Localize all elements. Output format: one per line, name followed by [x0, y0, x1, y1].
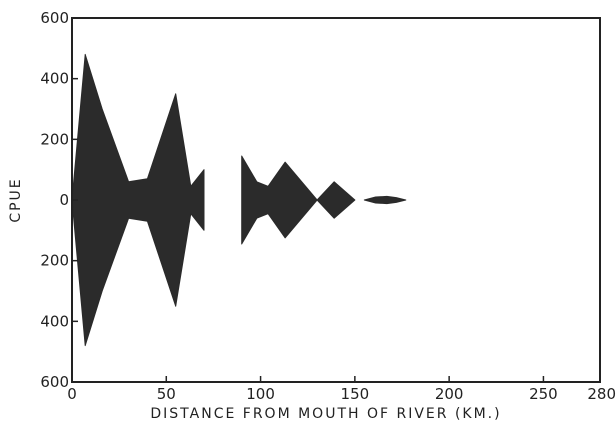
x-axis-title: DISTANCE FROM MOUTH OF RIVER (KM.) [150, 406, 501, 422]
y-tick-label: 600 [40, 373, 69, 391]
y-axis: 600 400 200 0 200 400 600 [40, 9, 78, 391]
x-tick-label: 150 [341, 385, 370, 403]
x-tick-label: 0 [67, 385, 77, 403]
cpue-shape-2 [241, 155, 356, 245]
y-tick-label: 200 [40, 130, 69, 148]
y-tick-label: 200 [40, 252, 69, 270]
x-tick-label: 50 [157, 385, 176, 403]
y-tick-label: 400 [40, 70, 69, 88]
x-tick-label: 100 [246, 385, 275, 403]
y-axis-title: CPUE [8, 177, 24, 222]
cpue-shape-3 [363, 195, 407, 205]
x-tick-label: 200 [435, 385, 464, 403]
x-tick-label: 250 [529, 385, 558, 403]
x-axis: 0 50 100 150 200 250 280 [67, 376, 616, 403]
x-tick-label: 280 [587, 385, 616, 403]
cpue-shape-1 [71, 53, 205, 347]
y-tick-label: 400 [40, 312, 69, 330]
series-group [71, 53, 407, 347]
y-tick-label: 0 [59, 191, 69, 209]
y-tick-label: 600 [40, 9, 69, 27]
